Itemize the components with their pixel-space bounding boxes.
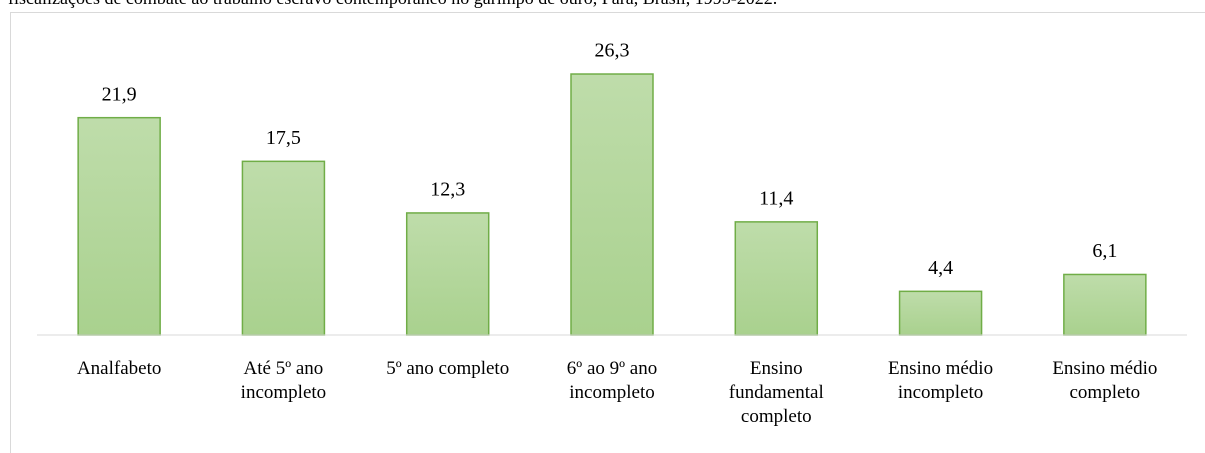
- bar: [898, 290, 983, 336]
- chart-title: fiscalizações de combate ao trabalho esc…: [8, 0, 777, 8]
- x-tick-label: Até 5º ano incompleto: [240, 358, 327, 403]
- data-label: 11,4: [759, 187, 793, 209]
- bar: [405, 212, 490, 336]
- data-label: 17,5: [266, 127, 301, 149]
- x-tick-label: 5º ano completo: [386, 358, 510, 379]
- bar: [734, 221, 819, 336]
- bar: [1063, 273, 1147, 336]
- bar: [570, 73, 654, 336]
- data-label: 12,3: [430, 179, 465, 201]
- x-tick-label: Ensino fundamental completo: [728, 358, 824, 427]
- x-tick-label: Ensino médio incompleto: [888, 358, 994, 403]
- bar: [77, 116, 161, 336]
- data-label: 26,3: [595, 40, 630, 62]
- data-label: 4,4: [928, 257, 953, 279]
- data-label: 21,9: [102, 83, 137, 105]
- x-tick-label: 6º ao 9º ano incompleto: [566, 358, 658, 403]
- bar: [241, 160, 326, 336]
- data-label: 6,1: [1092, 240, 1117, 262]
- x-tick-label: Analfabeto: [76, 358, 162, 379]
- x-tick-label: Ensino médio completo: [1052, 358, 1158, 403]
